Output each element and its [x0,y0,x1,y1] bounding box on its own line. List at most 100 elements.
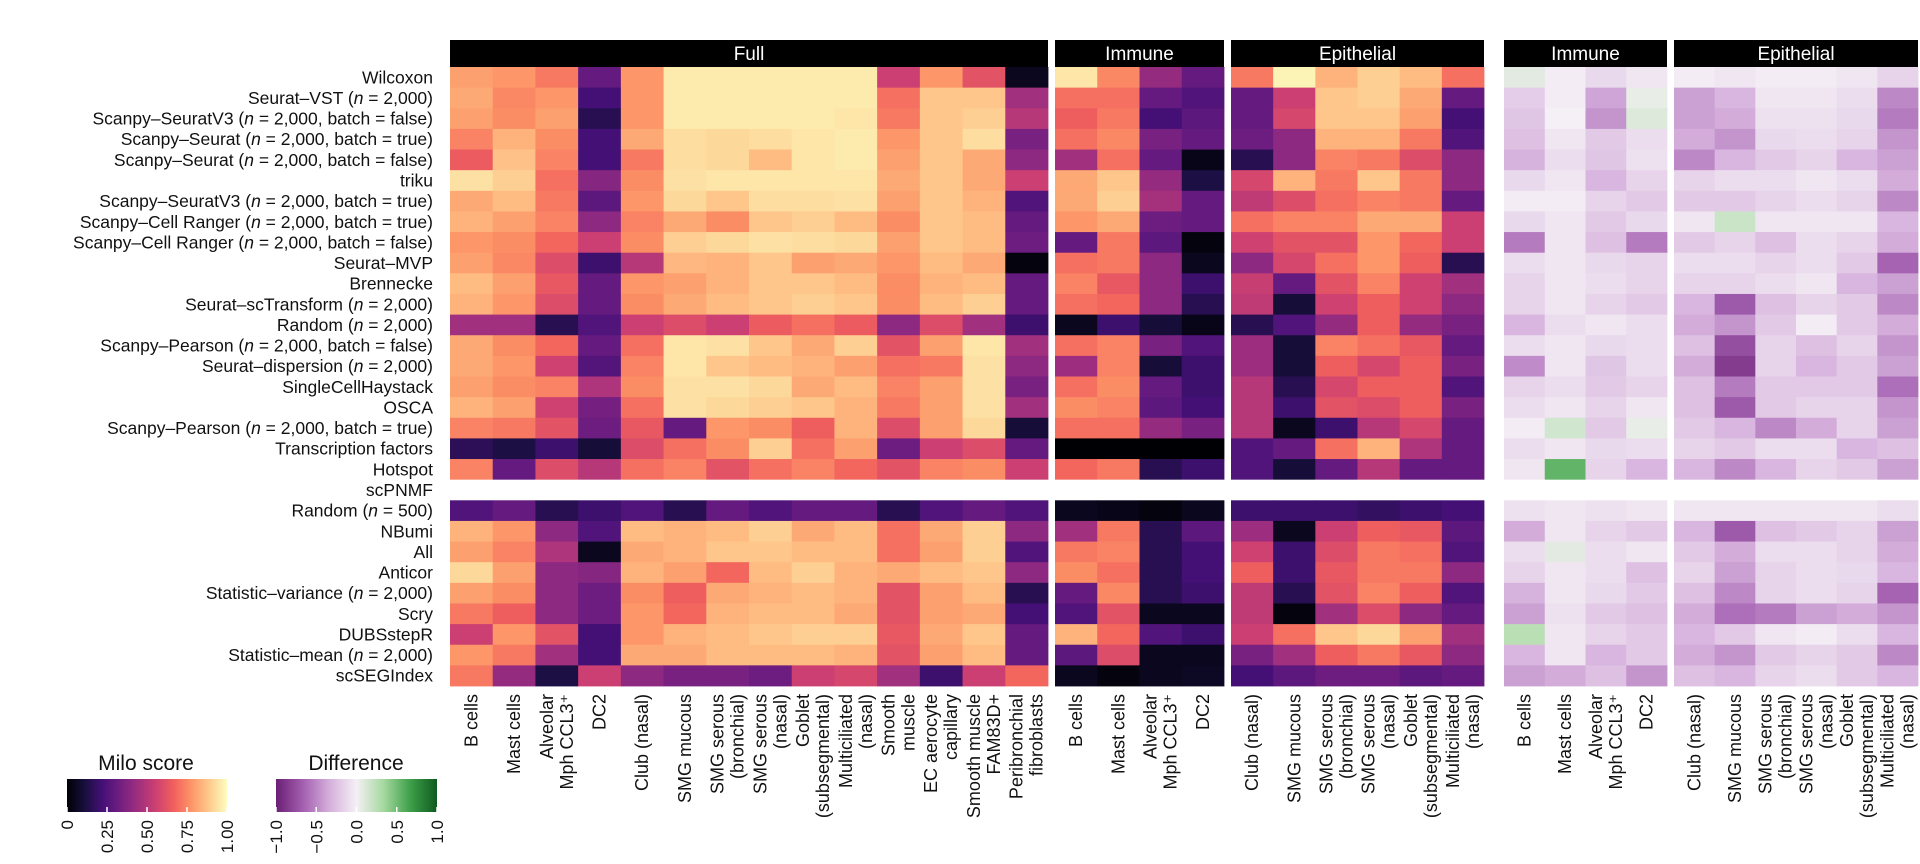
heatmap-cell: Seurat–MVP / Goblet (subsegmental): 0.8 [791,252,835,274]
heatmap-cell: Scanpy–Pearson (n = 2,000, batch = true)… [578,417,622,439]
column-label-line: B cells [461,694,481,747]
heatmap-cell: Scanpy–Cell Ranger (n = 2,000, batch = f… [1714,232,1756,254]
heatmap-cell: Scanpy–Pearson (n = 2,000, batch = true)… [834,417,878,439]
heatmap-cell: Random (n = 2,000) / SMG serous (nasal):… [749,314,793,336]
heatmap-cell: Scanpy–Pearson (n = 2,000, batch = false… [1399,335,1443,357]
heatmap-cell: Anticor / Mast cells: 0.7 [1097,562,1140,584]
panel-full-milo: Full Wilcoxon / B cells: 0.8Wilcoxon / Ma… [450,40,1049,818]
heatmap-cell: Scanpy–Cell Ranger (n = 2,000, batch = t… [1097,211,1140,233]
heatmap-cell: triku / Alveolar Mph CCL3⁺: 0.42 [1139,170,1183,192]
heatmap-cell: Transcription factors / SMG serous (nasa… [1796,438,1838,460]
heatmap-cell: Seurat–VST (n = 2,000) / SMG serous (bro… [1755,87,1797,109]
heatmap-cell: Scanpy–Pearson (n = 2,000, batch = true)… [1714,417,1756,439]
heatmap-cell: triku / Smooth muscle: 0.82 [877,170,921,192]
heatmap-cell: Random (n = 2,000) / DC2: -0.1 [1626,314,1668,336]
heatmap-cell: triku / Alveolar Mph CCL3⁺: -0.3 [1585,170,1627,192]
heatmap-cell: Random (n = 2,000) / Alveolar Mph CCL3⁺:… [535,314,579,336]
heatmap-cell: Seurat–scTransform (n = 2,000) / DC2: 0.… [1181,293,1225,315]
heatmap-cell: Scry / SMG serous (bronchial): 0.45 [1315,603,1358,625]
column-label: Mast cells [1555,694,1575,774]
heatmap-cell: Seurat–VST (n = 2,000) / SMG serous (nas… [749,87,793,109]
heatmap-cell: Scry / Club (nasal): -0.35 [1674,603,1716,625]
column-label-line: B cells [1066,694,1086,747]
heatmap-cell: SingleCellHaystack / B cells: -0.15 [1504,376,1546,398]
heatmap-cell: Scanpy–Seurat (n = 2,000, batch = false)… [1714,149,1756,171]
heatmap-cell: triku / Multiciliated (nasal): 0.95 [834,170,878,192]
heatmap-cell: Scanpy–Seurat (n = 2,000, batch = true) … [1585,128,1627,150]
heatmap-cell: OSCA / DC2: 0.34 [578,397,622,419]
heatmap-cell: Hotspot / Mast cells: 0.72 [1097,459,1140,481]
heatmap-cell: Random (n = 2,000) / Alveolar Mph CCL3⁺:… [1139,314,1183,336]
heatmap-cell: triku / Peribronchial fibroblasts: 0.55 [1005,170,1049,192]
heatmap-cell: OSCA / Multiciliated (nasal): 0.84 [834,397,878,419]
heatmap-cell: Scanpy–Pearson (n = 2,000, batch = false… [1836,335,1878,357]
legend-tick-label: −1.0 [267,820,286,854]
heatmap-cell: Scanpy–Seurat (n = 2,000, batch = false)… [749,149,793,171]
color-legends: Milo score 0 0.25 0.50 0.75 1.00 Difference … [58,752,447,854]
heatmap-cell: Wilcoxon / Peribronchial fibroblasts: 0.… [1005,67,1049,89]
column-label: Alveolar Mph CCL3⁺ [1141,694,1181,790]
heatmap-cell: Scanpy–SeuratV3 (n = 2,000, batch = fals… [1585,108,1627,130]
heatmap-cell: Brennecke / SMG mucous: 0.3 [1273,273,1316,295]
heatmap-cell: Scanpy–Pearson (n = 2,000, batch = false… [1441,335,1485,357]
heatmap-cell: Wilcoxon / Goblet (subsegmental): 0.96 [791,67,835,89]
heatmap-cell: scPNMF / SMG serous (bronchial): NA [1315,479,1358,501]
heatmap-cell: Scanpy–Seurat (n = 2,000, batch = true) … [620,128,664,150]
heatmap-cell: Transcription factors / Goblet (subsegme… [791,438,835,460]
heatmap-cell: Seurat–MVP / Alveolar Mph CCL3⁺: 0.6 [535,252,579,274]
column-label-line: FAM83D+ [984,694,1004,775]
heatmap-cell: SingleCellHaystack / SMG serous (nasal):… [749,376,793,398]
column-label: Club (nasal) [1242,694,1262,791]
heatmap-cell: scSEGIndex / B cells: -0.4 [1504,665,1546,687]
heatmap-cell: Scry / Alveolar Mph CCL3⁺: 0.4 [535,603,579,625]
heatmap-cell: SingleCellHaystack / Peribronchial fibro… [1005,376,1049,398]
heatmap-cell: Seurat–MVP / SMG serous (nasal): 0.78 [1357,252,1401,274]
heatmap-cell: Scanpy–Seurat (n = 2,000, batch = true) … [1357,128,1401,150]
heatmap-cell: Scanpy–Pearson (n = 2,000, batch = false… [1357,335,1401,357]
heatmap-cell: Scanpy–Pearson (n = 2,000, batch = true)… [1181,417,1225,439]
column-label-line: (nasal) [770,694,790,749]
heatmap-cell: Seurat–dispersion (n = 2,000) / Mast cel… [1544,355,1586,377]
heatmap-cell: Brennecke / SMG serous (nasal): 0.88 [749,273,793,295]
column-label: SMG serous (bronchial) [708,694,748,794]
heatmap-cell: Transcription factors / Smooth muscle: 0… [877,438,921,460]
heatmap-cell: NBumi / Peribronchial fibroblasts: 0.4 [1005,520,1049,542]
heatmap-cell: Scanpy–Pearson (n = 2,000, batch = false… [1674,335,1716,357]
heatmap-cell: Scanpy–SeuratV3 (n = 2,000, batch = true… [1544,190,1586,212]
heatmap-cell: Random (n = 2,000) / B cells: 0.05 [1055,314,1098,336]
heatmap-cell: Random (n = 500) / Alveolar Mph CCL3⁺: 0… [1139,500,1183,522]
heatmap-cell: Scanpy–Seurat (n = 2,000, batch = true) … [1544,128,1586,150]
heatmap-cell: Anticor / Smooth muscle: 0.82 [877,562,921,584]
heatmap-cell: Seurat–scTransform (n = 2,000) / Mast ce… [1097,293,1140,315]
heatmap-cell: scPNMF / SMG serous (nasal): NA [749,479,793,501]
heatmap-cell: NBumi / Goblet (subsegmental): 0.64 [1399,520,1443,542]
heatmap-cell: SingleCellHaystack / Multiciliated (nasa… [1441,376,1485,398]
heatmap-cell: triku / Mast cells: -0.05 [1544,170,1586,192]
heatmap-cell: DUBSstepR / SMG serous (nasal): 0.92 [1357,624,1401,646]
heatmap-cell: Scanpy–SeuratV3 (n = 2,000, batch = true… [1626,190,1668,212]
heatmap-cell: Transcription factors / Goblet (subsegme… [1836,438,1878,460]
heatmap-cell: Scanpy–Cell Ranger (n = 2,000, batch = f… [620,232,664,254]
heatmap-cell: scSEGIndex / SMG serous (bronchial): 0.3… [706,665,750,687]
heatmap-cell: All / Multiciliated (nasal): 0.25 [1441,541,1485,563]
heatmap-cell: Scanpy–Pearson (n = 2,000, batch = true)… [1139,417,1183,439]
method-label: Brennecke [349,274,433,294]
heatmap-cell: Anticor / SMG mucous: -0.4 [1714,562,1756,584]
heatmap-cell: Seurat–dispersion (n = 2,000) / Mast cel… [492,355,536,377]
heatmap-cell: Scanpy–Pearson (n = 2,000, batch = true)… [1877,417,1919,439]
method-label: Seurat–MVP [334,253,433,273]
heatmap-cell: Scanpy–Cell Ranger (n = 2,000, batch = t… [1544,211,1586,233]
heatmap-cell: Random (n = 2,000) / B cells: -0.3 [1504,314,1546,336]
column-label-line: Goblet [793,694,813,747]
heatmap-cell: Brennecke / Goblet (subsegmental): -0.3 [1836,273,1878,295]
heatmap-cell: Scanpy–Cell Ranger (n = 2,000, batch = f… [1315,232,1358,254]
heatmap-cell: Transcription factors / Club (nasal): 0.… [1231,438,1274,460]
heatmap-cell: scPNMF / Smooth muscle: NA [877,479,921,501]
heatmap-cell: Brennecke / Alveolar Mph CCL3⁺: 0.4 [1139,273,1183,295]
heatmap-cell: Seurat–MVP / SMG serous (nasal): 0.88 [749,252,793,274]
heatmap-cell: Anticor / SMG mucous: 0.2 [1273,562,1316,584]
heatmap-cell: Statistic–mean (n = 2,000) / SMG mucous:… [663,644,707,666]
heatmap-cell: Seurat–scTransform (n = 2,000) / DC2: 0.… [578,293,622,315]
heatmap-cell: Random (n = 500) / SMG serous (nasal): -… [1796,500,1838,522]
heatmap-cell: Statistic–variance (n = 2,000) / SMG ser… [706,582,750,604]
